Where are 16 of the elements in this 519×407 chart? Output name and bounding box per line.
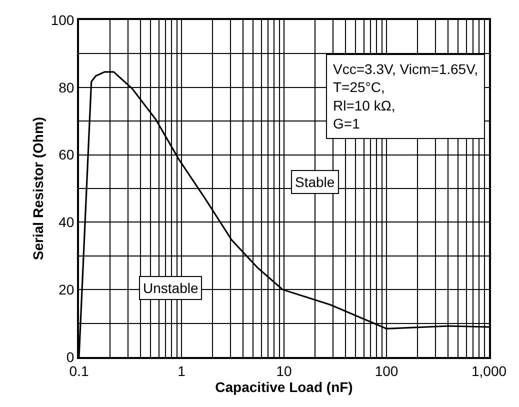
x-tick-label: 1,000 <box>471 362 507 379</box>
y-tick-label: 60 <box>58 146 74 163</box>
annotation: Stable <box>295 174 335 190</box>
y-tick-label: 20 <box>58 282 74 298</box>
x-tick-label: 0.1 <box>69 362 89 379</box>
annotation: Unstable <box>143 280 198 296</box>
y-tick-label: 40 <box>58 214 74 230</box>
x-tick-label: 10 <box>276 362 292 379</box>
y-tick-label: 80 <box>58 79 74 96</box>
x-axis-title: Capacitive Load (nF) <box>215 378 353 395</box>
x-tick-label: 100 <box>374 362 398 379</box>
x-tick-label: 1 <box>178 362 186 379</box>
y-tick-label: 0 <box>66 348 74 365</box>
annotation: Vcc=3.3V, Vicm=1.65V, T=25°C, Rl=10 kΩ, G=1 <box>333 61 478 132</box>
y-tick-label: 100 <box>50 12 74 28</box>
y-axis-title: Serial Resistor (Ohm) <box>30 116 46 260</box>
